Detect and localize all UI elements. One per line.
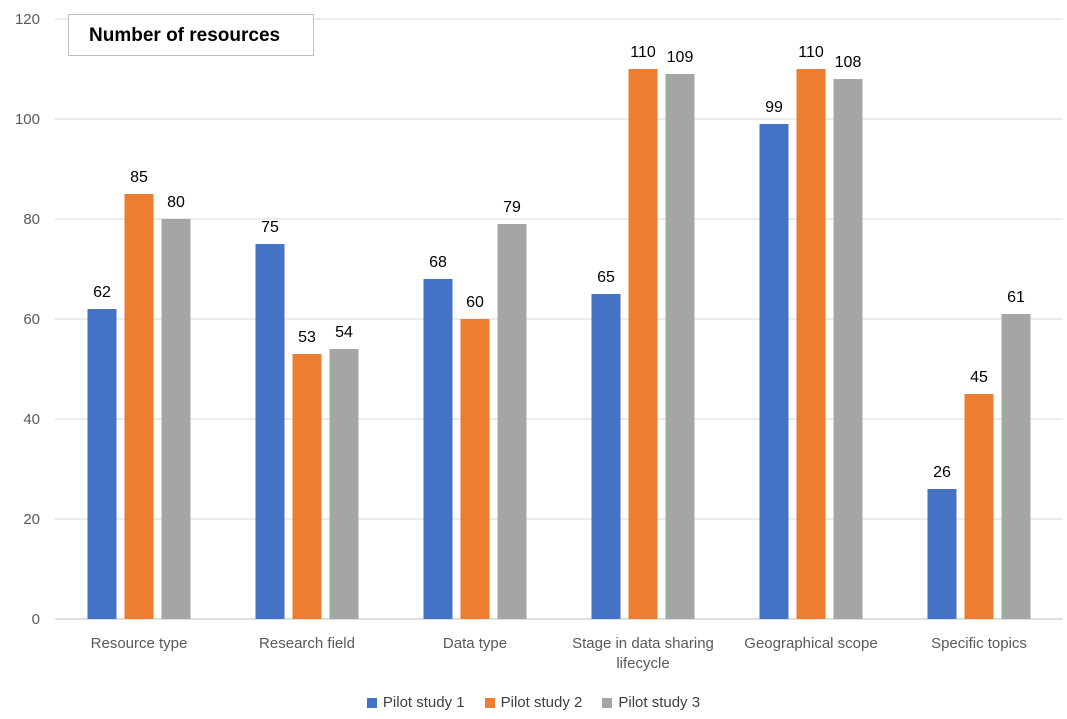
bar xyxy=(87,309,117,619)
bar xyxy=(964,394,994,619)
legend-item-series-2: Pilot study 2 xyxy=(484,694,583,711)
y-tick-label: 40 xyxy=(23,411,40,428)
legend-item-series-3: Pilot study 3 xyxy=(602,694,700,711)
x-tick-label: Research field xyxy=(259,635,355,652)
bar xyxy=(329,349,359,619)
data-label: 108 xyxy=(835,54,862,71)
data-label: 62 xyxy=(93,284,111,301)
data-label: 79 xyxy=(503,199,521,216)
legend-swatch-series-1 xyxy=(366,697,377,708)
bar xyxy=(1001,314,1031,619)
bar xyxy=(833,79,863,619)
data-label: 80 xyxy=(167,194,185,211)
legend: Pilot study 1 Pilot study 2 Pilot study … xyxy=(0,694,1067,711)
bar xyxy=(591,294,621,619)
y-tick-label: 100 xyxy=(15,111,40,128)
chart-title: Number of resources xyxy=(89,25,281,46)
data-label: 61 xyxy=(1007,289,1025,306)
legend-label-series-1: Pilot study 1 xyxy=(382,694,465,711)
x-tick-label: Geographical scope xyxy=(744,635,877,652)
bar xyxy=(497,224,527,619)
data-label: 99 xyxy=(765,99,783,116)
data-label: 110 xyxy=(630,44,656,61)
data-label: 68 xyxy=(429,254,447,271)
y-tick-label: 80 xyxy=(23,211,40,228)
bar xyxy=(292,354,322,619)
y-tick-label: 0 xyxy=(32,611,40,628)
data-label: 60 xyxy=(466,294,484,311)
legend-item-series-1: Pilot study 1 xyxy=(366,694,465,711)
data-label: 45 xyxy=(970,369,988,386)
bar xyxy=(759,124,789,619)
bar xyxy=(796,69,826,619)
data-label: 53 xyxy=(298,329,316,346)
bar xyxy=(423,279,453,619)
data-label: 110 xyxy=(798,44,824,61)
legend-swatch-series-3 xyxy=(602,697,613,708)
x-tick-label: Resource type xyxy=(91,635,188,652)
legend-label-series-3: Pilot study 3 xyxy=(618,694,701,711)
bar xyxy=(927,489,957,619)
bar xyxy=(628,69,658,619)
bar xyxy=(460,319,490,619)
data-label: 75 xyxy=(261,219,279,236)
x-tick-label: Specific topics xyxy=(931,635,1027,652)
x-tick-label: lifecycle xyxy=(616,655,669,672)
data-label: 109 xyxy=(667,49,694,66)
x-tick-label: Data type xyxy=(443,635,507,652)
data-label: 26 xyxy=(933,464,951,481)
bar xyxy=(255,244,285,619)
data-label: 85 xyxy=(130,169,148,186)
data-label: 54 xyxy=(335,324,353,341)
bar xyxy=(124,194,154,619)
bar xyxy=(161,219,191,619)
y-tick-label: 20 xyxy=(23,511,40,528)
legend-swatch-series-2 xyxy=(484,697,495,708)
bar xyxy=(665,74,695,619)
y-tick-label: 60 xyxy=(23,311,40,328)
data-label: 65 xyxy=(597,269,615,286)
legend-label-series-2: Pilot study 2 xyxy=(500,694,583,711)
y-tick-label: 120 xyxy=(15,11,40,28)
x-tick-label: Stage in data sharing xyxy=(572,635,714,652)
chart-title-box: Number of resources xyxy=(68,14,314,56)
